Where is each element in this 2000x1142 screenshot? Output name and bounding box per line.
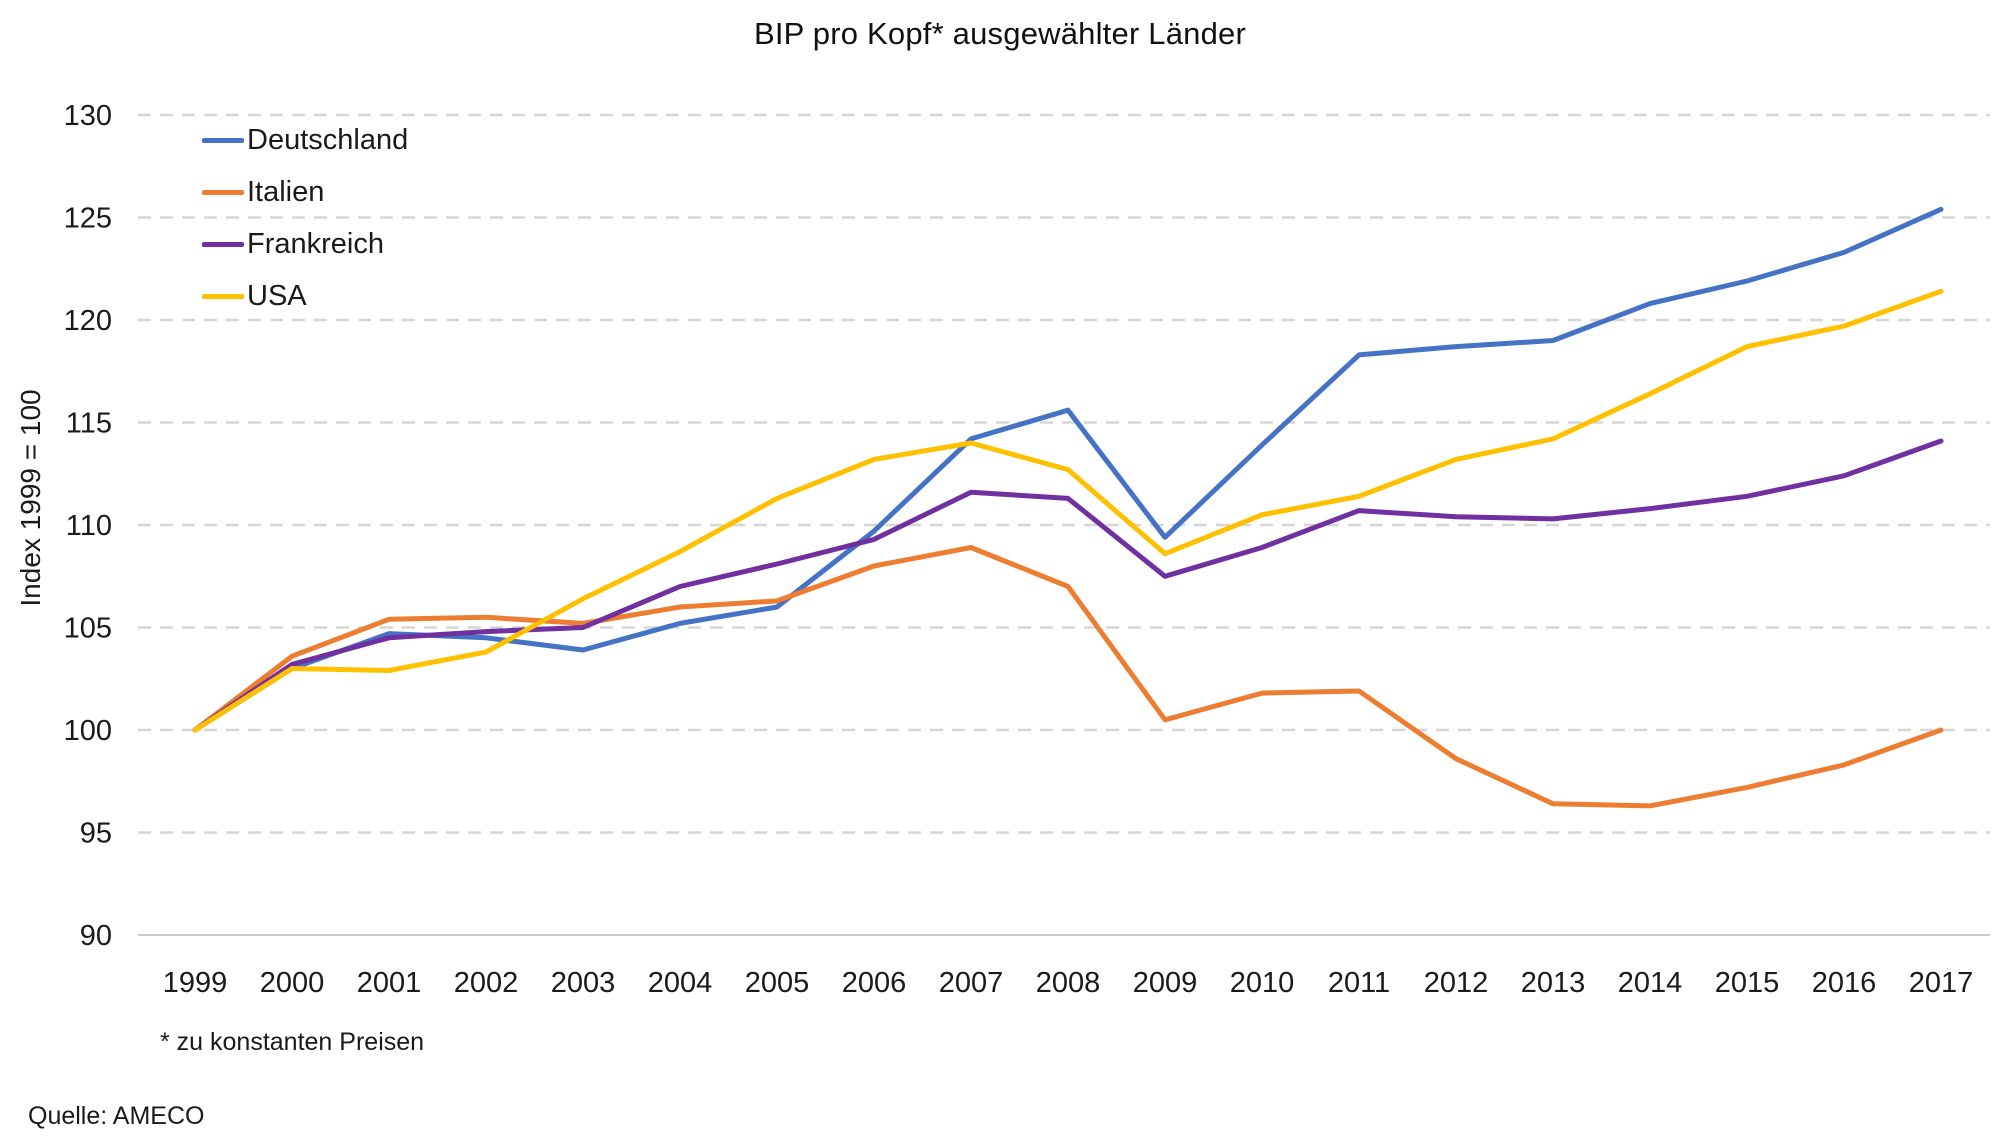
y-tick-label: 105 bbox=[64, 613, 112, 645]
legend-swatch-usa bbox=[202, 293, 244, 299]
y-tick-label: 110 bbox=[66, 510, 112, 542]
legend-swatch-deutschland bbox=[202, 137, 244, 143]
y-tick-label: 100 bbox=[64, 715, 112, 747]
legend-label: Frankreich bbox=[247, 227, 384, 260]
x-tick-label: 1999 bbox=[163, 967, 228, 999]
legend-swatch-frankreich bbox=[202, 241, 244, 247]
x-tick-label: 2002 bbox=[454, 967, 519, 999]
y-tick-label: 95 bbox=[80, 818, 112, 850]
x-tick-label: 2010 bbox=[1230, 967, 1295, 999]
x-tick-label: 2014 bbox=[1618, 967, 1683, 999]
legend-label: USA bbox=[247, 279, 307, 312]
x-tick-label: 2003 bbox=[551, 967, 616, 999]
legend-item-deutschland: Deutschland bbox=[202, 114, 408, 166]
chart-title: BIP pro Kopf* ausgewählter Länder bbox=[753, 16, 1247, 51]
x-tick-label: 2009 bbox=[1133, 967, 1198, 999]
x-tick-label: 2006 bbox=[842, 967, 907, 999]
y-axis-title: Index 1999 = 100 bbox=[15, 389, 46, 607]
x-tick-label: 2008 bbox=[1036, 967, 1101, 999]
series-line-usa bbox=[192, 288, 1944, 733]
legend: Deutschland Italien Frankreich USA bbox=[202, 114, 408, 322]
legend-label: Italien bbox=[247, 175, 325, 208]
x-tick-label: 2011 bbox=[1328, 967, 1390, 999]
x-tick-label: 2012 bbox=[1424, 967, 1489, 999]
x-tick-label: 2016 bbox=[1812, 967, 1877, 999]
y-tick-label: 130 bbox=[64, 100, 112, 132]
series-line-frankreich bbox=[192, 438, 1944, 733]
x-tick-label: 2000 bbox=[260, 967, 325, 999]
chart-footnote: * zu konstanten Preisen bbox=[160, 1028, 425, 1056]
legend-label: Deutschland bbox=[247, 123, 409, 156]
x-tick-label: 2013 bbox=[1521, 967, 1586, 999]
x-tick-label: 2004 bbox=[648, 967, 713, 999]
x-tick-label: 2005 bbox=[745, 967, 810, 999]
legend-swatch-italien bbox=[202, 189, 244, 195]
y-tick-label: 125 bbox=[64, 203, 112, 235]
series-line-italien bbox=[192, 545, 1944, 809]
legend-item-italien: Italien bbox=[202, 166, 408, 218]
y-tick-label: 120 bbox=[64, 305, 112, 337]
x-tick-label: 2017 bbox=[1909, 967, 1974, 999]
y-tick-label: 90 bbox=[80, 920, 112, 952]
x-tick-label: 2007 bbox=[939, 967, 1004, 999]
x-tick-label: 2001 bbox=[357, 967, 422, 999]
legend-item-frankreich: Frankreich bbox=[202, 218, 408, 270]
series-line-deutschland bbox=[192, 206, 1944, 733]
x-tick-label: 2015 bbox=[1715, 967, 1780, 999]
source-note: Quelle: AMECO bbox=[28, 1102, 205, 1130]
legend-item-usa: USA bbox=[202, 270, 408, 322]
y-tick-label: 115 bbox=[66, 408, 112, 440]
